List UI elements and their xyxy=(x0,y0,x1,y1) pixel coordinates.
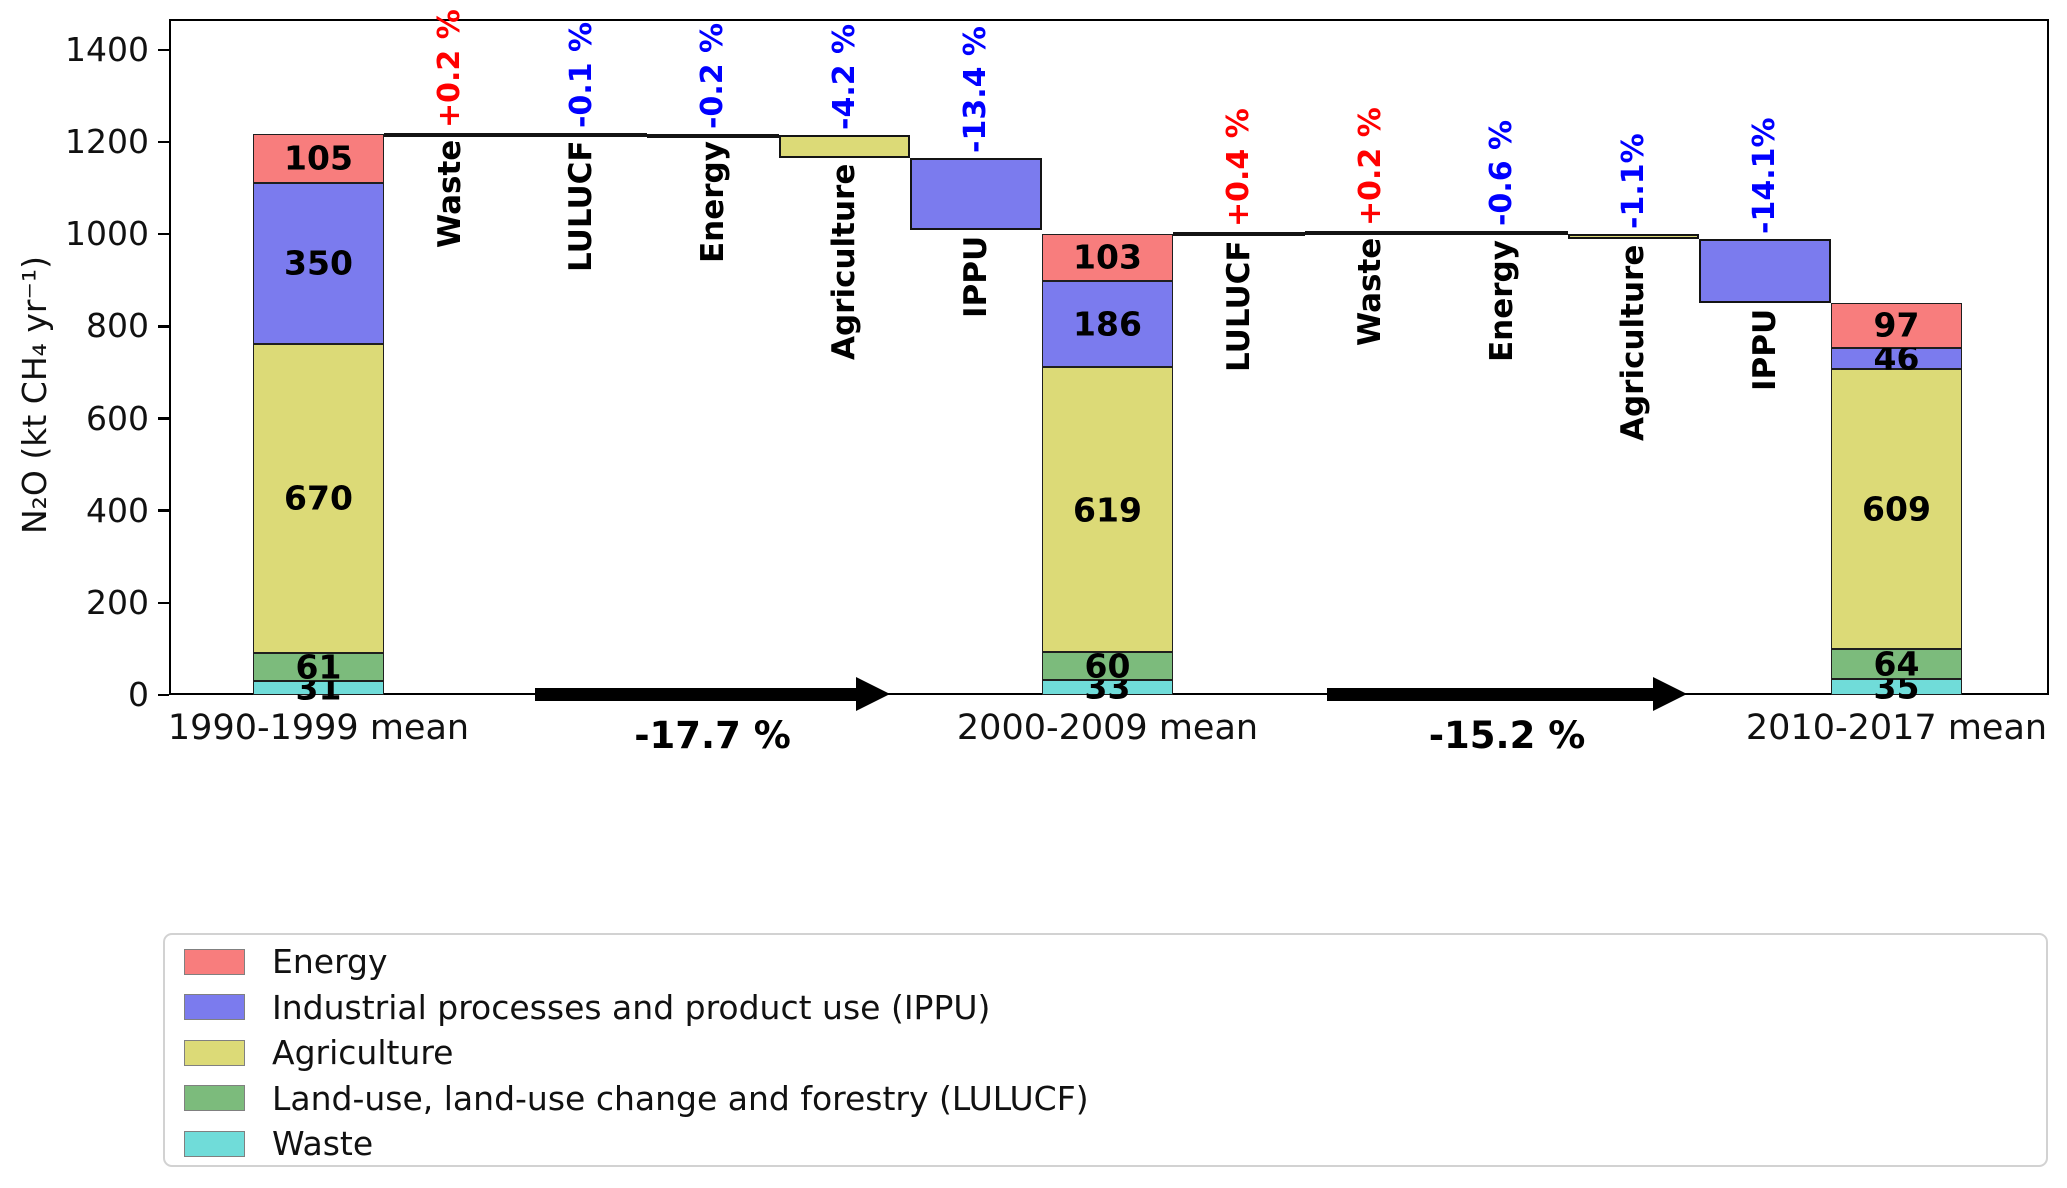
step-box xyxy=(778,134,911,159)
step-sector-label: Waste xyxy=(1352,237,1388,346)
arrow-shaft xyxy=(1327,688,1657,701)
bar-segment xyxy=(252,182,385,344)
bar-value-label: 97 xyxy=(1873,305,1920,345)
legend-swatch xyxy=(184,1130,245,1157)
y-tick-label: 600 xyxy=(86,398,149,438)
bar-segment xyxy=(1830,347,1963,369)
step-percent-label: +0.2 % xyxy=(1352,107,1388,226)
legend-swatch xyxy=(184,994,245,1020)
bar-value-label: 186 xyxy=(1073,304,1142,344)
arrow-head-icon xyxy=(856,677,890,711)
y-tick-mark xyxy=(158,232,169,236)
bar-value-label: 350 xyxy=(284,243,353,283)
step-box xyxy=(515,133,648,138)
bar-segment xyxy=(1041,281,1174,367)
legend-swatch xyxy=(184,1085,245,1111)
step-box xyxy=(1304,230,1437,235)
bar-value-label: 619 xyxy=(1073,490,1142,530)
legend-label: Industrial processes and product use (IP… xyxy=(272,987,991,1027)
step-sector-label: IPPU xyxy=(1746,308,1783,392)
arrow-change-label: -15.2 % xyxy=(1428,714,1586,757)
step-box xyxy=(1567,233,1700,239)
step-percent-label: -0.6 % xyxy=(1484,119,1519,226)
step-percent-label: -1.1% xyxy=(1615,133,1651,229)
step-percent-label: +0.4 % xyxy=(1221,108,1256,227)
step-box xyxy=(1173,231,1305,236)
y-tick-mark xyxy=(158,417,169,420)
step-box xyxy=(1699,238,1831,304)
step-sector-label: LULUCF xyxy=(1220,240,1257,372)
bar-value-label: 64 xyxy=(1873,644,1920,684)
arrow-change-label: -17.7 % xyxy=(634,714,791,757)
bar-segment xyxy=(252,343,385,653)
legend-item: Energy xyxy=(184,942,388,981)
arrow-head-icon xyxy=(1653,677,1687,711)
y-tick-mark xyxy=(158,509,169,512)
legend-label: Land-use, land-use change and forestry (… xyxy=(272,1078,1089,1118)
y-tick-label: 400 xyxy=(86,490,149,530)
y-tick-label: 1000 xyxy=(65,214,149,254)
legend-swatch xyxy=(184,948,245,975)
bar-value-label: 670 xyxy=(284,478,353,518)
step-percent-label: -13.4 % xyxy=(958,26,993,154)
y-tick-mark xyxy=(158,601,169,605)
step-sector-label: LULUCF xyxy=(563,140,599,272)
y-tick-label: 1200 xyxy=(65,122,149,162)
step-sector-label: Energy xyxy=(1483,239,1520,362)
legend-label: Waste xyxy=(272,1124,374,1163)
bar-value-label: 609 xyxy=(1862,489,1931,529)
y-tick-label: 800 xyxy=(86,306,149,346)
legend-item: Waste xyxy=(184,1124,374,1163)
legend-swatch xyxy=(184,1039,245,1066)
x-tick-label: 1990-1999 mean xyxy=(167,708,470,748)
step-box xyxy=(647,133,779,138)
bar-value-label: 105 xyxy=(284,138,353,178)
step-percent-label: -14.1% xyxy=(1747,117,1782,234)
step-sector-label: Agriculture xyxy=(1615,244,1651,441)
step-box xyxy=(384,133,516,138)
bar-segment xyxy=(1041,679,1174,695)
step-box xyxy=(910,158,1042,231)
legend-label: Agriculture xyxy=(272,1033,454,1072)
arrow-shaft xyxy=(535,688,860,701)
bar-value-label: 61 xyxy=(295,647,342,687)
y-tick-mark xyxy=(158,140,169,144)
legend-item: Land-use, land-use change and forestry (… xyxy=(184,1078,1089,1118)
step-box xyxy=(1436,230,1568,235)
y-tick-mark xyxy=(158,325,169,328)
step-percent-label: -0.2 % xyxy=(695,22,730,129)
bar-segment xyxy=(252,680,385,695)
bar-segment xyxy=(1041,366,1174,653)
y-tick-mark xyxy=(158,693,169,697)
bar-segment xyxy=(252,134,385,183)
bar-segment xyxy=(1041,652,1174,680)
y-tick-label: 200 xyxy=(86,582,149,622)
y-tick-label: 0 xyxy=(128,675,149,714)
x-tick-label: 2010-2017 mean xyxy=(1745,708,2048,748)
bar-value-label: 103 xyxy=(1073,237,1142,277)
bar-segment xyxy=(1830,368,1963,650)
step-sector-label: Energy xyxy=(694,140,731,263)
bar-segment xyxy=(252,652,385,681)
legend-item: Agriculture xyxy=(184,1033,454,1072)
bar-value-label: 60 xyxy=(1084,646,1131,686)
step-sector-label: Waste xyxy=(431,139,468,249)
bar-segment xyxy=(1041,233,1174,282)
step-sector-label: IPPU xyxy=(957,236,994,319)
bar-segment xyxy=(1830,678,1963,695)
y-tick-mark xyxy=(158,48,169,52)
legend: Energy Industrial processes and product u… xyxy=(163,933,2048,1167)
bar-segment xyxy=(1830,302,1963,348)
step-percent-label: -0.1 % xyxy=(563,21,599,129)
y-tick-label: 1400 xyxy=(65,29,149,69)
step-percent-label: -4.2 % xyxy=(826,23,862,130)
legend-item: Industrial processes and product use (IP… xyxy=(184,987,991,1027)
step-percent-label: +0.2 % xyxy=(432,9,467,129)
step-sector-label: Agriculture xyxy=(826,163,862,361)
bar-segment xyxy=(1830,649,1963,679)
x-tick-label: 2000-2009 mean xyxy=(956,708,1259,748)
legend-label: Energy xyxy=(272,942,388,981)
